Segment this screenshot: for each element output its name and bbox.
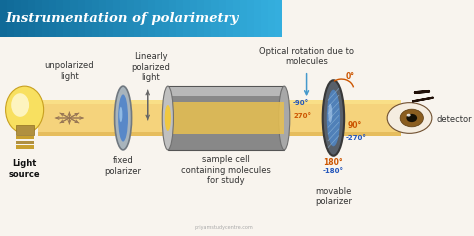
Text: -90°: -90° (292, 100, 309, 106)
Text: fixed
polarizer: fixed polarizer (105, 156, 142, 176)
FancyBboxPatch shape (120, 0, 127, 37)
Ellipse shape (400, 109, 423, 127)
FancyBboxPatch shape (191, 0, 197, 37)
FancyBboxPatch shape (204, 0, 211, 37)
FancyBboxPatch shape (21, 0, 28, 37)
FancyBboxPatch shape (38, 100, 401, 104)
FancyBboxPatch shape (246, 0, 254, 37)
FancyBboxPatch shape (134, 0, 141, 37)
FancyBboxPatch shape (7, 0, 14, 37)
Ellipse shape (279, 86, 290, 150)
FancyBboxPatch shape (14, 0, 21, 37)
Ellipse shape (327, 90, 340, 146)
Text: Optical rotation due to
molecules: Optical rotation due to molecules (259, 47, 354, 66)
Ellipse shape (407, 114, 410, 117)
FancyBboxPatch shape (168, 102, 284, 134)
Text: -270°: -270° (346, 135, 367, 141)
FancyBboxPatch shape (141, 0, 148, 37)
Ellipse shape (328, 104, 332, 123)
FancyBboxPatch shape (168, 87, 284, 96)
FancyBboxPatch shape (28, 0, 35, 37)
Text: 180°: 180° (324, 158, 343, 167)
FancyBboxPatch shape (127, 0, 134, 37)
FancyBboxPatch shape (38, 100, 401, 136)
Text: movable
polarizer: movable polarizer (315, 187, 352, 206)
FancyBboxPatch shape (64, 0, 71, 37)
FancyBboxPatch shape (261, 0, 268, 37)
FancyBboxPatch shape (49, 0, 56, 37)
Text: unpolarized
light: unpolarized light (45, 61, 94, 81)
FancyBboxPatch shape (35, 0, 42, 37)
Text: sample cell
containing molecules
for study: sample cell containing molecules for stu… (181, 155, 271, 185)
Text: detector: detector (437, 115, 472, 124)
FancyBboxPatch shape (106, 0, 113, 37)
FancyBboxPatch shape (16, 125, 34, 135)
Text: 0°: 0° (346, 72, 355, 81)
FancyBboxPatch shape (38, 132, 401, 136)
Text: 90°: 90° (348, 121, 362, 130)
Ellipse shape (164, 105, 171, 131)
Ellipse shape (119, 107, 122, 122)
Ellipse shape (118, 94, 128, 142)
FancyBboxPatch shape (162, 0, 169, 37)
FancyBboxPatch shape (16, 136, 34, 139)
FancyBboxPatch shape (16, 145, 34, 149)
FancyBboxPatch shape (226, 0, 233, 37)
FancyBboxPatch shape (168, 86, 284, 150)
Text: Instrumentation of polarimetry: Instrumentation of polarimetry (5, 12, 239, 25)
Ellipse shape (323, 80, 344, 156)
Ellipse shape (406, 114, 417, 122)
Ellipse shape (6, 86, 44, 133)
FancyBboxPatch shape (42, 0, 49, 37)
Ellipse shape (387, 103, 432, 133)
Ellipse shape (162, 86, 173, 150)
FancyBboxPatch shape (254, 0, 261, 37)
FancyBboxPatch shape (113, 0, 120, 37)
Text: 270°: 270° (294, 113, 312, 119)
FancyBboxPatch shape (197, 0, 204, 37)
FancyBboxPatch shape (169, 0, 176, 37)
FancyBboxPatch shape (56, 0, 64, 37)
FancyBboxPatch shape (16, 141, 34, 144)
Ellipse shape (11, 93, 29, 117)
FancyBboxPatch shape (91, 0, 99, 37)
FancyBboxPatch shape (71, 0, 78, 37)
FancyBboxPatch shape (240, 0, 246, 37)
FancyBboxPatch shape (268, 0, 275, 37)
Text: Light
source: Light source (9, 159, 40, 179)
FancyBboxPatch shape (176, 0, 183, 37)
FancyBboxPatch shape (275, 0, 282, 37)
FancyBboxPatch shape (211, 0, 219, 37)
FancyBboxPatch shape (183, 0, 191, 37)
FancyBboxPatch shape (233, 0, 240, 37)
Text: priyamstudycentre.com: priyamstudycentre.com (194, 225, 253, 230)
FancyBboxPatch shape (99, 0, 106, 37)
FancyBboxPatch shape (155, 0, 162, 37)
FancyBboxPatch shape (78, 0, 84, 37)
FancyBboxPatch shape (84, 0, 91, 37)
Text: Linearly
polarized
light: Linearly polarized light (131, 52, 170, 82)
Ellipse shape (115, 86, 132, 150)
Text: -180°: -180° (323, 168, 344, 174)
FancyBboxPatch shape (0, 0, 7, 37)
FancyBboxPatch shape (148, 0, 155, 37)
FancyBboxPatch shape (219, 0, 226, 37)
